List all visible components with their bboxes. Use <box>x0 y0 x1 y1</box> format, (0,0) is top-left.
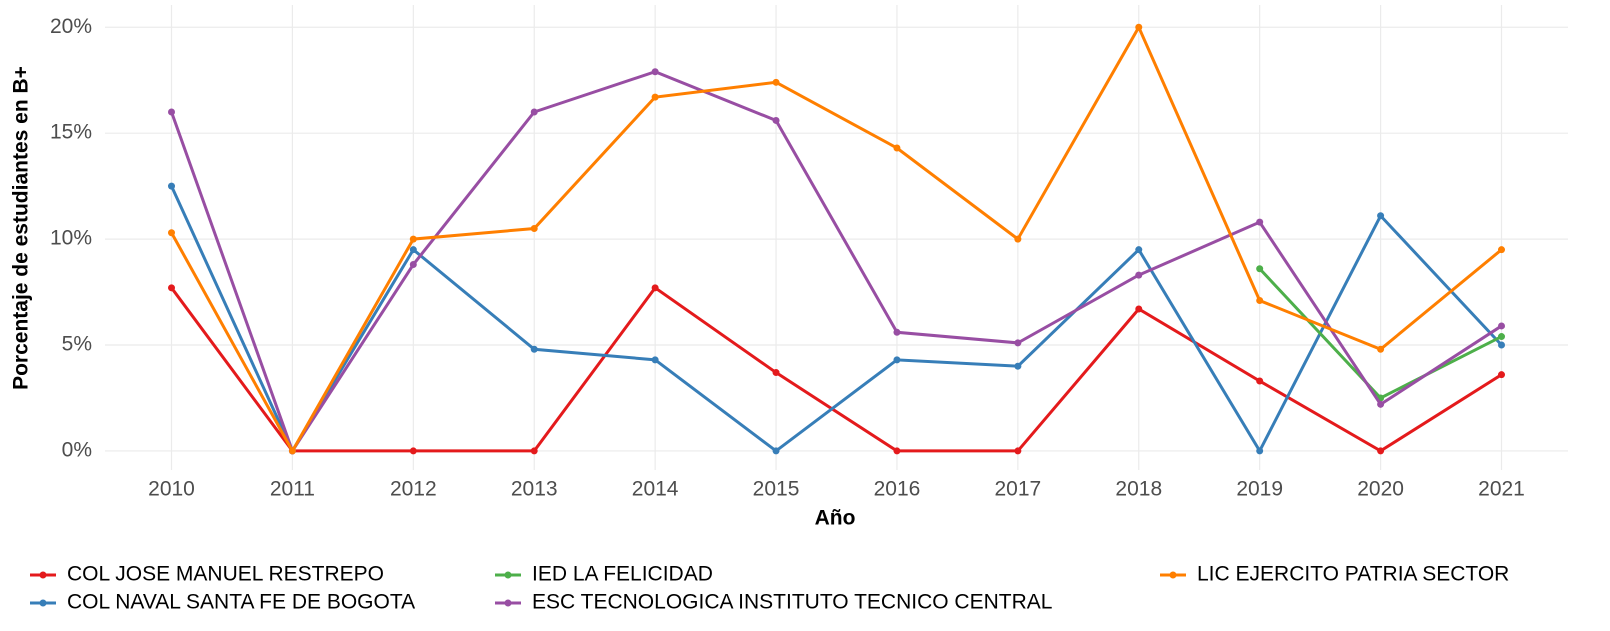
point <box>1256 218 1264 226</box>
x-tick-label: 2010 <box>148 478 195 501</box>
legend-key-point <box>39 571 47 579</box>
point <box>1498 246 1505 254</box>
x-tick-label: 2016 <box>874 478 921 501</box>
point <box>1135 305 1143 313</box>
y-tick-label: 15% <box>50 121 92 144</box>
point <box>168 108 175 116</box>
x-tick-label: 2014 <box>632 478 679 501</box>
point <box>651 93 659 101</box>
point <box>772 369 780 377</box>
point <box>772 116 780 124</box>
point <box>409 235 417 243</box>
point <box>651 284 659 292</box>
legend-label: COL NAVAL SANTA FE DE BOGOTA <box>67 591 415 614</box>
point <box>409 261 417 269</box>
legend-key-point <box>39 599 47 607</box>
x-tick-label: 2012 <box>390 478 437 501</box>
point <box>1014 362 1022 370</box>
series-line <box>170 23 1503 454</box>
x-tick-label: 2015 <box>753 478 800 501</box>
point <box>1498 341 1505 349</box>
legend-key-point <box>504 571 512 579</box>
x-tick-label: 2020 <box>1357 478 1404 501</box>
point <box>1256 447 1264 455</box>
x-axis-title: Año <box>815 507 856 530</box>
point <box>651 68 659 76</box>
point <box>530 108 538 116</box>
point <box>772 78 780 86</box>
x-tick-label: 2021 <box>1478 478 1525 501</box>
point <box>1135 23 1143 31</box>
point <box>1014 235 1022 243</box>
point <box>168 182 175 190</box>
y-tick-label: 0% <box>62 438 92 461</box>
point <box>1014 447 1022 455</box>
point <box>288 447 296 455</box>
point <box>1135 271 1143 279</box>
legend-label: ESC TECNOLOGICA INSTITUTO TECNICO CENTRA… <box>532 591 1052 614</box>
legend-label: IED LA FELICIDAD <box>532 563 713 586</box>
x-tick-label: 2017 <box>995 478 1042 501</box>
point <box>1014 339 1022 347</box>
point <box>530 345 538 353</box>
point <box>893 328 901 336</box>
point <box>530 224 538 232</box>
point <box>1256 377 1264 385</box>
point <box>1377 447 1385 455</box>
point <box>772 447 780 455</box>
y-axis-title: Porcentaje de estudiantes en B+ <box>10 66 33 390</box>
legend-key-point <box>504 599 512 607</box>
series-line <box>170 185 1503 455</box>
point <box>893 447 901 455</box>
point <box>1256 265 1264 273</box>
y-tick-label: 5% <box>62 333 92 356</box>
x-tick-label: 2011 <box>270 478 315 501</box>
x-tick-label: 2019 <box>1236 478 1283 501</box>
point <box>1377 400 1385 408</box>
point <box>1498 322 1505 330</box>
series-line <box>170 70 1503 455</box>
point <box>893 356 901 364</box>
legend-label: COL JOSE MANUEL RESTREPO <box>67 563 384 586</box>
y-tick-label: 10% <box>50 227 92 250</box>
point <box>1498 333 1505 341</box>
point <box>168 284 175 292</box>
point <box>1498 371 1505 379</box>
point <box>1377 345 1385 353</box>
legend-key-point <box>1169 571 1177 579</box>
point <box>651 356 659 364</box>
point <box>1256 297 1264 305</box>
point <box>530 447 538 455</box>
y-tick-label: 20% <box>50 15 92 38</box>
point <box>1377 212 1385 220</box>
point <box>409 246 417 254</box>
point <box>893 144 901 152</box>
point <box>409 447 417 455</box>
x-tick-label: 2018 <box>1115 478 1162 501</box>
legend-label: LIC EJERCITO PATRIA SECTOR <box>1197 563 1509 586</box>
point <box>168 229 175 237</box>
series-line <box>170 285 1503 453</box>
x-tick-label: 2013 <box>511 478 558 501</box>
point <box>1135 246 1143 254</box>
